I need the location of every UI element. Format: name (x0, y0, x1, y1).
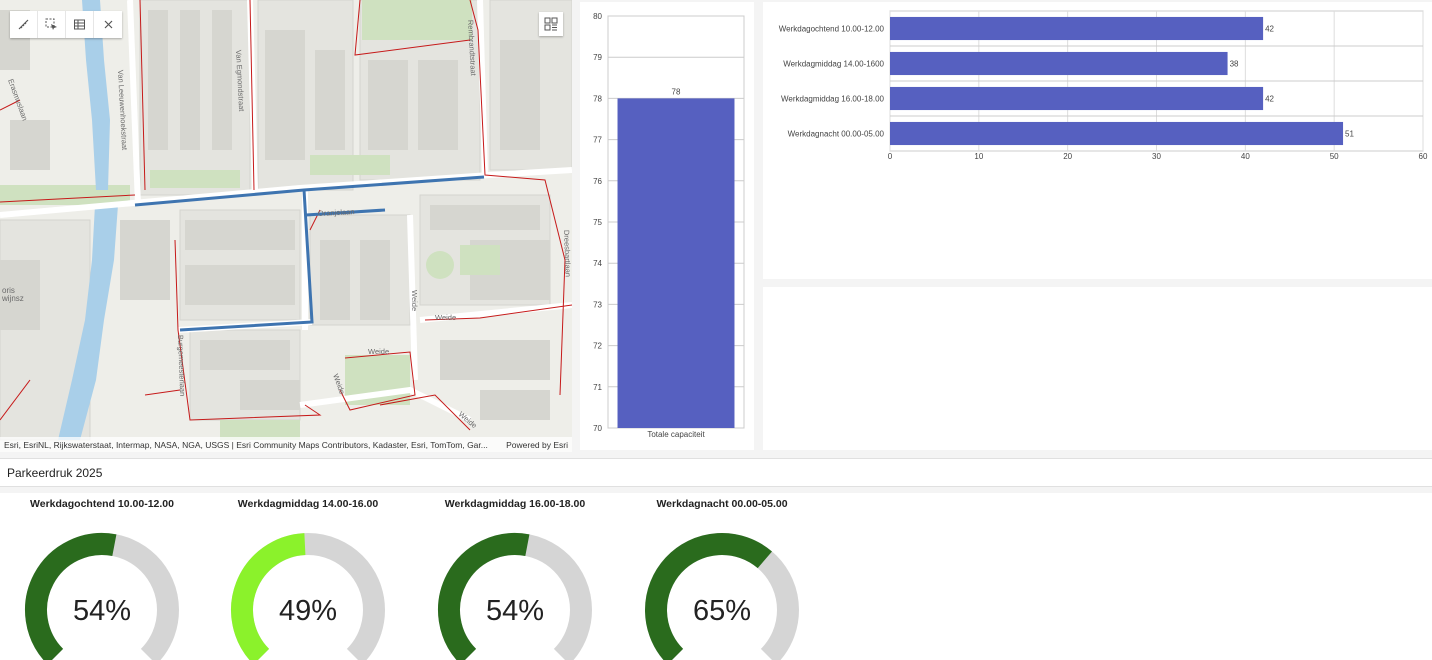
occupancy-chart-panel: 0 10 20 30 40 50 60 42 Werkdagochtend 10.00-12.0… (763, 2, 1432, 279)
select-cursor-icon[interactable] (38, 11, 66, 38)
gauge-arc (231, 533, 385, 660)
attribution-text: Esri, EsriNL, Rijkswaterstaat, Intermap,… (4, 439, 488, 450)
y-tick-label: 80 (593, 12, 602, 21)
gauge-werkdagmiddag-2: Werkdagmiddag 16.00-18.00 54% (415, 493, 615, 660)
street-label: Weide (331, 373, 347, 396)
y-category-label: Werkdagochtend 10.00-12.00 (779, 25, 885, 34)
street-label: Rembrandtstraat (466, 20, 478, 77)
place-label: oris (2, 286, 15, 295)
y-tick-label: 75 (593, 218, 602, 227)
gauge-value: 65% (692, 595, 752, 627)
y-tick-label: 71 (593, 383, 602, 392)
gauge-title: Werkdagmiddag 16.00-18.00 (444, 498, 586, 510)
section-title: Parkeerdruk 2025 (7, 466, 103, 480)
powered-by-link[interactable]: Powered by Esri (506, 439, 568, 450)
x-category-label: Totale capaciteit (647, 430, 705, 439)
gauge-value: 54% (72, 595, 132, 627)
capacity-chart-panel: 70 71 72 73 74 75 76 77 78 79 80 78 Totale capacitei… (580, 2, 754, 450)
gauge-arc (25, 533, 179, 660)
x-tick-label: 0 (888, 152, 893, 161)
street-label: Van Egmondstraat (234, 50, 246, 113)
y-tick-label: 70 (593, 424, 602, 433)
x-tick-label: 10 (974, 152, 983, 161)
street-label: Weide (410, 290, 419, 311)
street-label: Oranjelaan (318, 207, 355, 218)
gauge-value: 49% (278, 595, 338, 627)
place-label: wijnsz (1, 294, 24, 303)
table-icon[interactable] (66, 11, 94, 38)
empty-widget-panel (763, 287, 1432, 450)
gauge-row: Werkdagochtend 10.00-12.00 54% Werkdagmi… (0, 493, 1432, 660)
street-label: Van Leeuwenhoekstraat (116, 70, 129, 152)
gauge-arc (438, 533, 592, 660)
data-label: 38 (1230, 60, 1239, 69)
x-tick-label: 60 (1419, 152, 1428, 161)
y-tick-label: 79 (593, 53, 602, 62)
x-tick-label: 20 (1063, 152, 1072, 161)
gauge-werkdagochtend: Werkdagochtend 10.00-12.00 54% (2, 493, 202, 660)
gauge-title: Werkdagochtend 10.00-12.00 (30, 498, 174, 510)
capacity-bar-chart: 70 71 72 73 74 75 76 77 78 79 80 78 Totale capacitei… (593, 12, 745, 439)
gauge-title: Werkdagmiddag 14.00-16.00 (237, 498, 379, 510)
map-basemap[interactable]: Van Leeuwenhoekstraat Van Egmondstraat R… (0, 0, 572, 452)
street-label: Burgemeesterlaan (176, 335, 187, 397)
gauge-fill (645, 533, 772, 660)
gauge-title: Werkdagnacht 00.00-05.00 (656, 498, 788, 510)
y-category-label: Werkdagmiddag 14.00-1600 (783, 60, 884, 69)
y-tick-label: 73 (593, 300, 602, 309)
gauge-arc (645, 533, 799, 660)
street-label: Weide (368, 347, 389, 356)
gauge-fill (438, 533, 530, 660)
bar (617, 98, 735, 429)
x-tick-label: 40 (1241, 152, 1250, 161)
data-label: 42 (1265, 95, 1274, 104)
qr-grid-icon[interactable] (539, 12, 563, 36)
y-tick-label: 72 (593, 342, 602, 351)
y-tick-label: 77 (593, 136, 602, 145)
occupancy-bar-chart: 0 10 20 30 40 50 60 42 Werkdagochtend 10.00-12.0… (779, 10, 1428, 161)
data-label: 78 (672, 87, 681, 96)
y-tick-label: 74 (593, 259, 602, 268)
x-tick-label: 50 (1330, 152, 1339, 161)
gauge-werkdagmiddag-1: Werkdagmiddag 14.00-16.00 49% (208, 493, 408, 660)
bar (890, 51, 1228, 76)
x-tick-label: 30 (1152, 152, 1161, 161)
street-label: Weide (435, 313, 456, 322)
bar (890, 16, 1264, 41)
ruler-icon[interactable] (10, 11, 38, 38)
y-category-label: Werkdagnacht 00.00-05.00 (788, 130, 885, 139)
y-category-label: Werkdagmiddag 16.00-18.00 (781, 95, 885, 104)
map-toolbar (10, 11, 122, 38)
bar (890, 121, 1344, 146)
street-label: Dreesbartlaan (562, 230, 572, 277)
y-tick-label: 76 (593, 177, 602, 186)
gauge-fill (231, 533, 306, 660)
close-icon[interactable] (94, 11, 122, 38)
gauge-werkdagnacht: Werkdagnacht 00.00-05.00 65% (622, 493, 822, 660)
bar (890, 86, 1264, 111)
street-label: Erasmuslaan (6, 78, 29, 122)
y-tick-label: 78 (593, 94, 602, 103)
gauge-fill (25, 533, 117, 660)
gauge-value: 54% (485, 595, 545, 627)
data-label: 51 (1345, 130, 1354, 139)
map-view[interactable]: Van Leeuwenhoekstraat Van Egmondstraat R… (0, 0, 572, 452)
map-attribution: Esri, EsriNL, Rijkswaterstaat, Intermap,… (0, 437, 572, 452)
data-label: 42 (1265, 25, 1274, 34)
section-header: Parkeerdruk 2025 (0, 458, 1432, 487)
